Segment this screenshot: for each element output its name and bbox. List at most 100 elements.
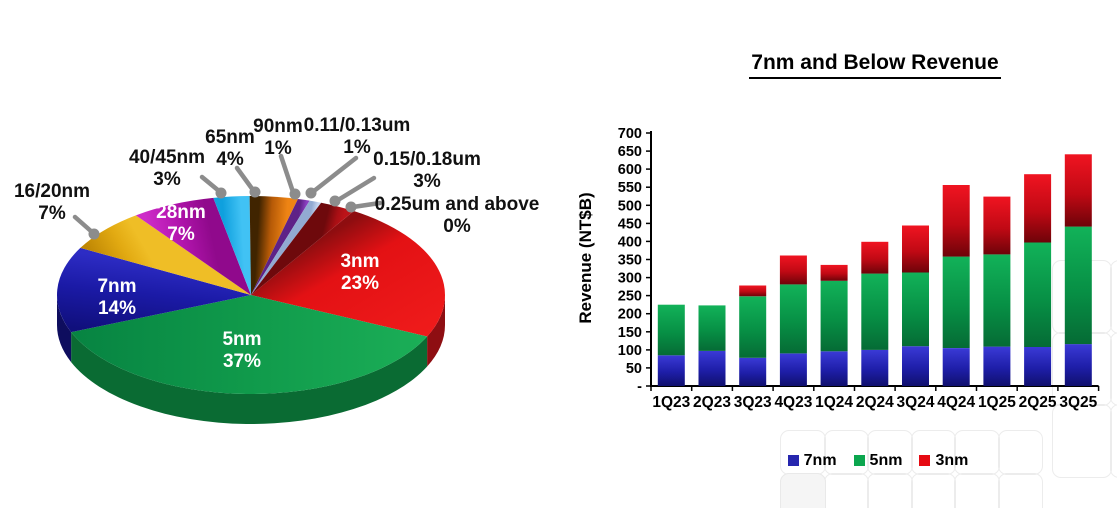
bar-segment-3nm [861,241,889,274]
pie-slice-2 [56,247,252,333]
y-tick-label: 550 [618,180,642,196]
y-tick-label: 200 [618,307,642,323]
bar-segment-3nm [942,185,970,257]
watermark-square [1052,404,1112,478]
bar-segment-7nm [1064,344,1092,386]
legend-label-5nm: 5nm [869,452,903,469]
bar-segment-5nm [861,273,889,350]
bar-segment-7nm [739,357,767,386]
bar-segment-3nm [779,255,807,285]
pie-chart: 3nm 23% 5nm 37% 7nm 14% 16/20nm 7% 28nm 7% 40/45nm… [14,115,539,425]
bar-segment-5nm [983,254,1011,347]
pie-slice-8 [251,200,322,295]
legend-item-5nm: 5nm [853,452,903,469]
pie-leader-line [278,153,296,195]
bar-segment-7nm [820,351,848,386]
legend-swatch-3nm [919,455,931,466]
bar-segment-5nm [657,304,685,356]
y-tick-label: 50 [626,361,642,377]
bar-segment-7nm [657,355,685,386]
pie-leader-line [335,175,377,203]
watermark-square [823,429,869,475]
x-category-label: 3Q24 [897,394,935,411]
x-category-label: 4Q23 [774,394,812,411]
y-tick-label: 100 [618,343,642,359]
y-tick-label: 450 [618,216,642,232]
pie-leader-line [234,165,256,193]
legend-swatch-5nm [853,455,865,466]
x-category-label: 1Q23 [652,394,690,411]
pie-slice-5 [213,196,251,295]
x-category-label: 3Q25 [1059,394,1097,411]
bar-segment-5nm [902,272,929,347]
bar-chart-title-text: 7nm and Below Revenue [749,51,1001,79]
bar-segment-5nm [1024,242,1052,347]
bar-segment-7nm [1024,347,1052,386]
watermark-square [780,473,826,508]
bar-segment-5nm [820,280,848,352]
bar-segment-5nm [1064,226,1092,345]
pie-leader-dot [345,201,357,213]
pie-slice-1 [71,295,428,395]
pie-slice-3 [80,215,251,295]
legend-label-7nm: 7nm [803,452,837,469]
bar-segment-3nm [739,285,767,297]
bar-segment-3nm [820,264,848,281]
x-category-label: 2Q23 [693,394,731,411]
watermark-square [997,473,1043,508]
bar-segment-7nm [902,346,929,386]
bar-chart-canvas: - 50 100 150 200 250 300 350 400 450 500 550 600 650 7… [618,126,1100,411]
legend-swatch-7nm [787,455,799,466]
pie-leader-line [72,214,95,235]
bar-segment-5nm [739,296,767,358]
y-tick-label: 300 [618,271,642,287]
bar-segment-3nm [983,196,1011,255]
bar-segment-7nm [779,353,807,386]
watermark-square [867,429,913,475]
x-category-label: 2Q25 [1019,394,1057,411]
pie-leader-dot [249,186,261,198]
pie-leader-dot [305,187,317,199]
bar-segment-5nm [698,305,726,351]
pie-leader-line [350,200,383,210]
x-category-label: 1Q25 [978,394,1016,411]
pie-slice-side-2 [57,295,72,363]
pie-leader-line [311,155,359,194]
pie-slice-side-0 [427,295,445,367]
pie-chart-canvas [56,153,446,425]
pie-leader-line [199,174,222,194]
x-category-label: 4Q24 [937,394,975,411]
x-category-label: 3Q23 [734,394,772,411]
bar-chart-title: 7nm and Below Revenue [714,51,1036,79]
y-tick-label: 700 [618,126,642,142]
bar-segment-3nm [1064,154,1092,227]
watermark-square [954,429,1000,475]
bar-segment-5nm [779,284,807,354]
y-tick-label: 250 [618,289,642,305]
bar-segment-7nm [942,348,970,387]
legend-item-3nm: 3nm [919,452,968,469]
legend: 7nm 5nm 3nm [718,452,1038,469]
bar-segment-7nm [983,346,1011,386]
x-category-label: 1Q24 [815,394,853,411]
y-tick-label: 650 [618,144,642,160]
legend-item-7nm: 7nm [787,452,837,469]
pie-leader-dot [215,187,227,199]
watermark-square [867,473,913,508]
pie-slice-0 [251,211,446,337]
y-tick-label: 350 [618,253,642,269]
y-tick-label: 500 [618,198,642,214]
y-tick-label: 400 [618,234,642,250]
bar-segment-5nm [942,256,970,348]
bar-chart: 7nm and Below Revenue Revenue (NT$B) -50… [560,0,1117,508]
watermark-square [910,473,956,508]
watermark-square [954,473,1000,508]
pie-leader-dot [289,188,301,200]
watermark-square [997,429,1043,475]
pie-slice-4 [135,197,251,295]
pie-slice-side-1 [71,332,428,425]
pie-leader-dot [88,228,100,240]
y-tick-label: 150 [618,325,642,341]
